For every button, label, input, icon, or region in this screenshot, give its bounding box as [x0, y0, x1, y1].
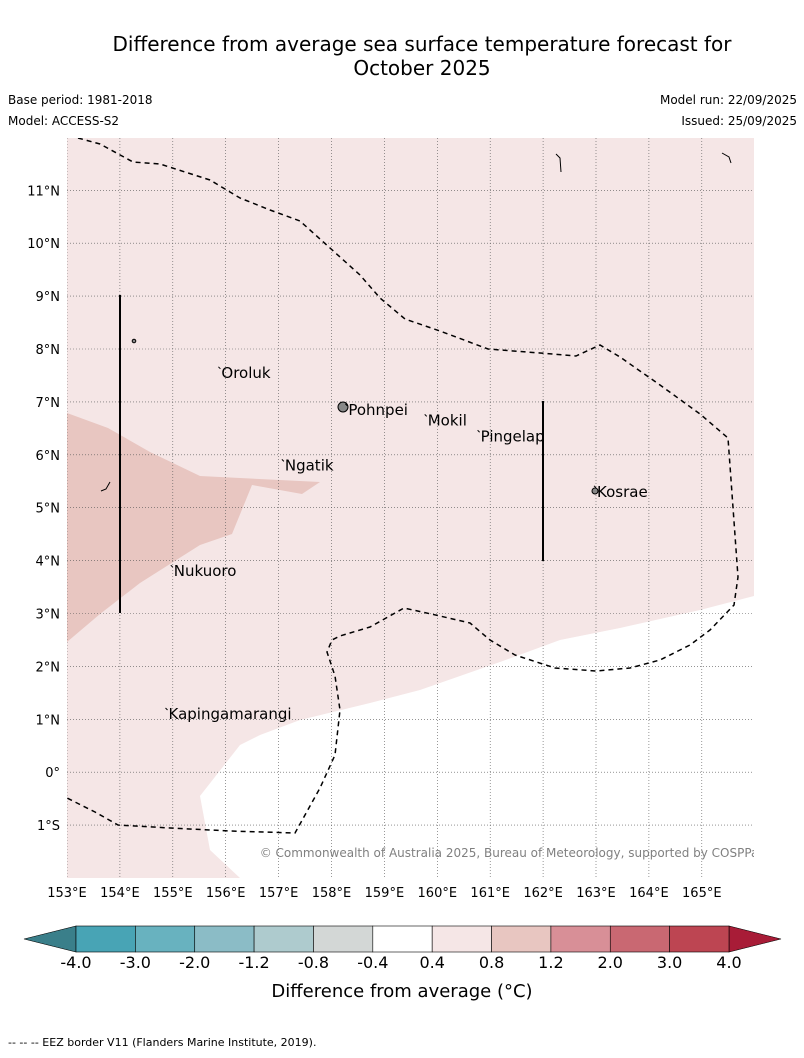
copyright-notice: © Commonwealth of Australia 2025, Bureau… — [260, 846, 765, 860]
place-labels: Oroluk Pohnpei Mokil Pingelap Ngatik Kosrae Nu… — [165, 364, 648, 723]
colorbar-tick-label: 0.4 — [419, 953, 444, 972]
island-pohnpei — [337, 401, 349, 413]
title-line-2: October 2025 — [353, 56, 491, 80]
map-figure: Oroluk Pohnpei Mokil Pingelap Ngatik Kosrae Nu… — [23, 138, 782, 1002]
latitude-tick-label: 9°N — [36, 290, 61, 305]
place-marker — [424, 414, 428, 417]
latitude-tick-label: 8°N — [36, 343, 61, 358]
longitude-tick-label: 156°E — [206, 886, 246, 901]
longitude-tick-label: 155°E — [153, 886, 193, 901]
longitude-tick-label: 162°E — [523, 886, 563, 901]
anomaly-band-neutral — [200, 596, 754, 878]
place-marker — [593, 485, 597, 489]
longitude-tick-label: 163°E — [576, 886, 616, 901]
longitude-tick-label: 159°E — [365, 886, 405, 901]
longitude-tick-label: 160°E — [418, 886, 458, 901]
colorbar-swatch — [313, 925, 374, 953]
colorbar-swatch — [135, 925, 196, 953]
latitude-labels: 11°N 10°N 9°N 8°N 7°N 6°N 5°N 4°N 3°N 2°N 1°N 0° 1°S — [27, 184, 60, 834]
latitude-tick-label: 11°N — [27, 184, 60, 199]
colorbar-under-arrow — [23, 925, 77, 953]
title-line-1: Difference from average sea surface temp… — [112, 32, 732, 56]
place-marker — [345, 403, 348, 407]
latitude-tick-label: 1°S — [37, 819, 60, 834]
place-marker — [218, 366, 221, 370]
longitude-labels: 153°E 154°E 155°E 156°E 157°E 158°E 159°E 160°E… — [47, 886, 721, 901]
place-marker — [477, 429, 480, 433]
model-run: Model run: 22/09/2025 — [659, 93, 797, 107]
colorbar: -4.0 -3.0 -2.0 -1.2 -0.8 -0.4 0.4 0.8 1.2 2.0 3.0 4… — [23, 925, 782, 1002]
eez-border-north — [67, 138, 739, 834]
base-period: Base period: 1981-2018 — [8, 93, 153, 107]
eez-borders — [67, 138, 739, 834]
island-kosrae — [591, 487, 599, 495]
longitude-tick-label: 158°E — [312, 886, 352, 901]
colorbar-tick-label: 0.8 — [479, 953, 504, 972]
colorbar-swatch — [491, 925, 552, 953]
colorbar-tick-label: 3.0 — [657, 953, 682, 972]
latitude-tick-label: 5°N — [36, 502, 61, 517]
place-marker — [170, 564, 174, 568]
place-marker — [165, 707, 168, 711]
colorbar-tick-label: 1.2 — [538, 953, 563, 972]
colorbar-swatch — [75, 925, 136, 953]
place-label-pingelap: Pingelap — [481, 427, 545, 445]
latitude-tick-label: 6°N — [36, 449, 61, 464]
latitude-tick-label: 10°N — [27, 237, 60, 252]
latitude-tick-label: 1°N — [36, 713, 61, 728]
colorbar-title: Difference from average (°C) — [271, 981, 532, 1002]
latitude-tick-label: 0° — [45, 766, 60, 781]
colorbar-swatch — [253, 925, 314, 953]
latitude-tick-label: 4°N — [36, 555, 61, 570]
island-oroluk-atoll — [131, 338, 137, 344]
model-name: Model: ACCESS-S2 — [8, 114, 120, 128]
colorbar-tick-label: -0.8 — [298, 953, 329, 972]
colorbar-swatch — [372, 925, 433, 953]
colorbar-tick-label: 4.0 — [716, 953, 741, 972]
place-label-kosrae: Kosrae — [597, 483, 648, 501]
longitude-tick-label: 165°E — [682, 886, 722, 901]
chart-title: Difference from average sea surface temp… — [0, 32, 804, 80]
place-label-oroluk: Oroluk — [221, 364, 270, 382]
colorbar-tick-label: -4.0 — [60, 953, 91, 972]
colorbar-swatch — [669, 925, 730, 953]
longitude-tick-label: 154°E — [100, 886, 140, 901]
colorbar-tick-label: -2.0 — [179, 953, 210, 972]
colorbar-tick-label: -1.2 — [238, 953, 269, 972]
longitude-tick-label: 157°E — [259, 886, 299, 901]
place-label-pohnpei: Pohnpei — [348, 401, 408, 419]
latitude-tick-label: 3°N — [36, 608, 61, 623]
colorbar-swatch — [431, 925, 492, 953]
place-label-ngatik: Ngatik — [285, 456, 334, 474]
colorbar-swatch — [194, 925, 255, 953]
map-grid — [67, 138, 754, 878]
colorbar-tick-label: 2.0 — [598, 953, 623, 972]
place-marker — [281, 459, 285, 462]
colorbar-swatch — [550, 925, 611, 953]
colorbar-swatch — [609, 925, 670, 953]
colorbar-tick-label: -0.4 — [357, 953, 388, 972]
island-small-northeast — [721, 152, 732, 164]
place-label-kapingamarangi: Kapingamarangi — [169, 705, 292, 723]
anomaly-band-0.8-1.2 — [67, 413, 320, 642]
longitude-tick-label: 164°E — [629, 886, 669, 901]
colorbar-over-arrow — [728, 925, 782, 953]
issued-date: Issued: 25/09/2025 — [681, 114, 797, 128]
latitude-tick-label: 7°N — [36, 396, 61, 411]
colorbar-tick-label: -3.0 — [120, 953, 151, 972]
latitude-tick-label: 2°N — [36, 660, 61, 675]
eez-footnote: -- -- -- EEZ border V11 (Flanders Marine… — [8, 1036, 317, 1049]
longitude-tick-label: 153°E — [47, 886, 87, 901]
place-label-nukuoro: Nukuoro — [174, 562, 237, 580]
place-label-mokil: Mokil — [428, 411, 467, 429]
longitude-tick-label: 161°E — [470, 886, 510, 901]
island-small-north — [555, 153, 562, 173]
island-small-northwest — [100, 481, 111, 492]
